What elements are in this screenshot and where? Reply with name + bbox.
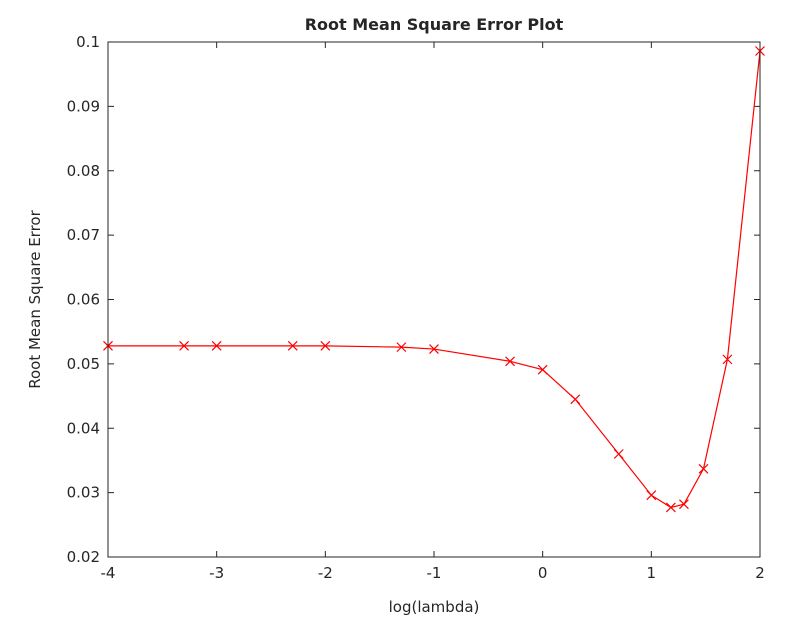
x-tick-label: -1	[427, 564, 442, 582]
y-tick-label: 0.1	[76, 33, 100, 51]
data-point-marker	[429, 344, 439, 354]
data-point-marker	[570, 394, 581, 405]
y-tick-label: 0.05	[67, 355, 100, 373]
y-tick-label: 0.04	[67, 419, 100, 437]
data-point-marker	[698, 463, 709, 474]
y-tick-label: 0.03	[67, 484, 100, 502]
y-tick-label: 0.08	[67, 162, 100, 180]
x-tick-label: 1	[647, 564, 657, 582]
data-point-marker	[537, 364, 548, 375]
plot-area	[108, 42, 760, 557]
data-point-marker	[320, 340, 331, 351]
y-tick-label: 0.07	[67, 226, 100, 244]
x-tick-label: 2	[755, 564, 765, 582]
y-tick-label: 0.02	[67, 548, 100, 566]
x-tick-label: -4	[101, 564, 116, 582]
axes-box	[107, 41, 761, 558]
data-point-marker	[722, 354, 733, 365]
y-tick-label: 0.06	[67, 291, 100, 309]
series-markers	[103, 46, 765, 513]
x-axis-label: log(lambda)	[389, 598, 480, 616]
data-point-marker	[396, 342, 407, 353]
data-point-marker	[665, 502, 676, 513]
data-point-marker	[505, 356, 515, 367]
data-point-marker	[679, 499, 689, 510]
y-tick-label: 0.09	[67, 97, 100, 115]
data-point-marker	[646, 490, 657, 501]
x-tick-label: -2	[318, 564, 333, 582]
chart-title: Root Mean Square Error Plot	[305, 15, 564, 34]
data-point-marker	[287, 340, 298, 351]
data-point-marker	[179, 340, 189, 351]
y-axis-label: Root Mean Square Error	[26, 209, 44, 388]
x-axis-ticks: -4 -3 -2 -1 0 1 2	[101, 42, 765, 582]
data-point-marker	[211, 340, 222, 351]
x-tick-label: 0	[538, 564, 548, 582]
x-tick-label: -3	[209, 564, 224, 582]
data-point-marker	[613, 449, 624, 459]
